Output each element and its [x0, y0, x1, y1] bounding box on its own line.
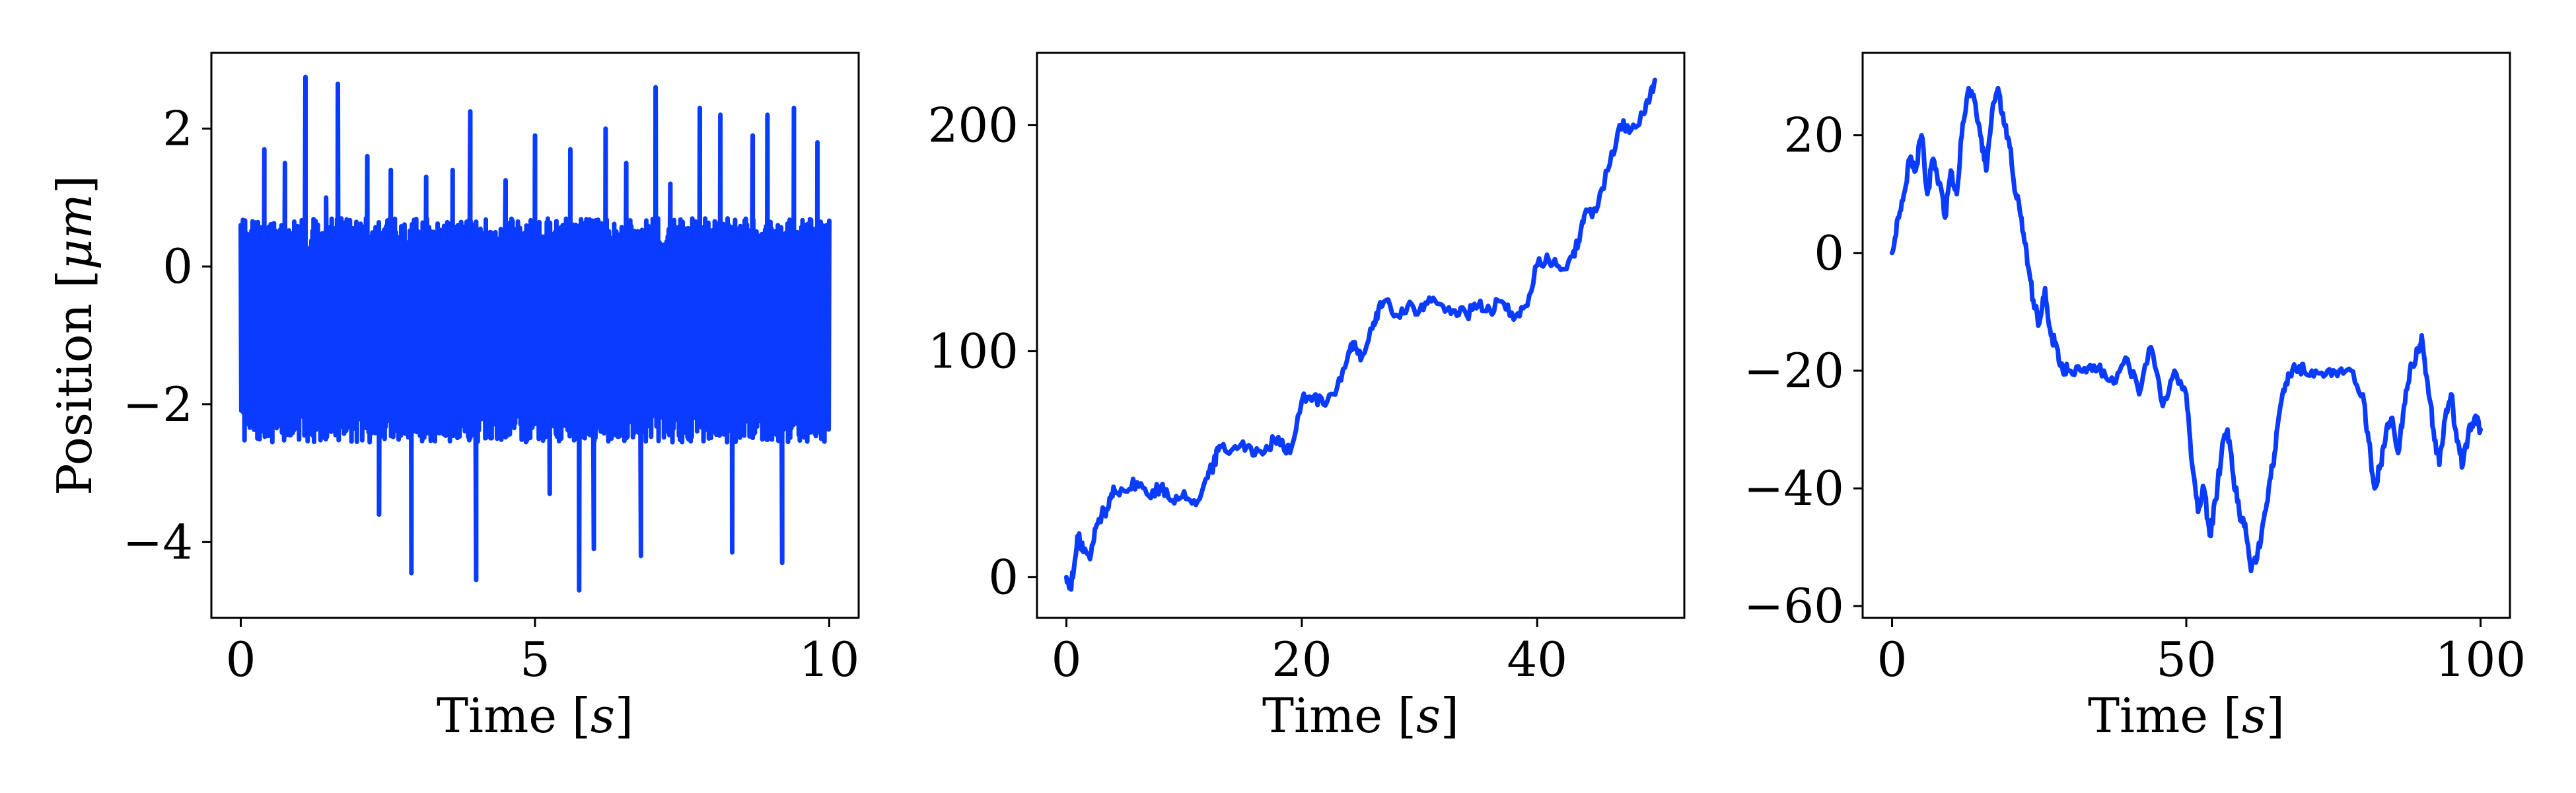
subplot-3-xtick-label: 100: [2435, 632, 2526, 687]
subplot-3-ytick-label: 20: [1783, 108, 1844, 163]
subplot-3-series: [1890, 85, 2483, 574]
subplot-3-series-line: [1890, 85, 2483, 574]
subplot-2-frame: [1036, 52, 1686, 619]
subplot-2-series-line: [1064, 77, 1657, 592]
subplot-2-xlabel: Time [s]: [1262, 688, 1459, 743]
subplot-1-xtick-label: 5: [520, 632, 550, 687]
subplot-3-ticks: 0 50 100 −60 −40 −20 0 20: [1744, 108, 2526, 687]
subplot-1-ytick-label: 0: [162, 239, 193, 294]
subplot-1-ytick-label: 2: [162, 101, 193, 157]
subplot-1-xtick-label: 10: [799, 632, 860, 687]
subplot-2-xtick-label: 0: [1052, 632, 1082, 687]
subplot-1-ytick-label: −2: [123, 377, 193, 432]
subplot-3-xtick-label: 0: [1877, 632, 1908, 687]
subplot-1-ylabel: Position [μm]: [47, 175, 102, 496]
subplot-2-ytick-label: 200: [928, 97, 1019, 153]
subplot-1-xlabel: Time [s]: [437, 688, 633, 743]
subplot-3-ytick-label: −20: [1744, 343, 1844, 398]
subplot-1-series-line: [238, 75, 832, 593]
subplot-2-ytick-label: 0: [988, 549, 1019, 605]
subplot-3: 0 50 100 −60 −40 −20 0 20 Time [s]: [1744, 52, 2526, 743]
subplot-3-xtick-label: 50: [2156, 632, 2217, 687]
subplot-1: 0 5 10 −4 −2 0 2 Time [s] Position [μm]: [47, 52, 860, 743]
subplot-1-ticks: 0 5 10 −4 −2 0 2: [123, 101, 859, 687]
subplot-3-ytick-label: −40: [1744, 461, 1844, 516]
subplot-2: 0 20 40 0 100 200 Time [s]: [928, 52, 1686, 743]
subplot-2-ticks: 0 20 40 0 100 200: [928, 97, 1568, 687]
subplot-2-xtick-label: 40: [1507, 632, 1567, 687]
subplot-2-series: [1064, 77, 1657, 592]
subplot-3-xlabel: Time [s]: [2088, 688, 2285, 743]
subplot-2-ytick-label: 100: [928, 323, 1019, 379]
subplot-1-xtick-label: 0: [226, 632, 256, 687]
subplot-1-series: [238, 75, 832, 593]
subplot-2-xtick-label: 20: [1271, 632, 1332, 687]
subplot-1-ytick-label: −4: [123, 514, 193, 570]
subplot-3-ytick-label: 0: [1814, 225, 1844, 281]
subplot-3-ytick-label: −60: [1744, 578, 1844, 634]
